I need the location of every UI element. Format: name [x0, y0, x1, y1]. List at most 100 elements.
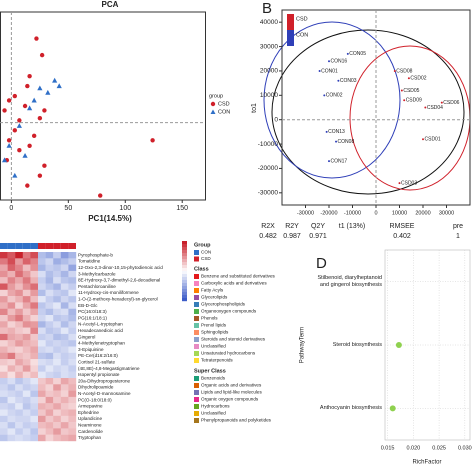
heat-cell — [68, 434, 77, 442]
heat-cell — [15, 428, 23, 435]
heat-cell — [15, 302, 23, 309]
group-cell — [60, 243, 69, 249]
colorbar-step — [182, 265, 187, 269]
heat-cell — [60, 270, 69, 278]
heat-cell — [45, 333, 54, 341]
legend-label: Fatty Acyls — [201, 288, 224, 293]
row-label: 8E-Hydroxy-3,7-dimethyl-2,6-decadienal — [78, 278, 160, 283]
heat-cell — [60, 258, 69, 265]
x-tick-label: 0.015 — [381, 445, 395, 451]
legend-swatch — [194, 274, 199, 279]
heat-cell — [60, 378, 69, 385]
heat-cell — [60, 252, 69, 259]
heat-cell — [53, 289, 61, 297]
heat-cell — [68, 321, 77, 328]
heat-cell — [53, 283, 61, 290]
group-cell — [30, 243, 38, 249]
heat-cell — [0, 340, 8, 347]
point — [25, 183, 30, 188]
heat-cell — [0, 396, 8, 404]
y-tick-label: 30000 — [260, 43, 278, 50]
row-label: 11-Hydroxy-cis-moniliformene — [78, 290, 139, 295]
heat-cell — [30, 428, 39, 435]
legend-label: Benzene and substituted derivatives — [201, 274, 276, 279]
point — [16, 123, 22, 128]
heat-cell — [53, 384, 61, 391]
panel-label: B — [262, 0, 272, 17]
heat-cell — [7, 352, 16, 360]
point — [17, 148, 22, 153]
x-tick-label: 100 — [119, 205, 131, 212]
heat-cell — [7, 346, 16, 353]
heat-cell — [60, 296, 69, 303]
point-label: CON05 — [349, 51, 366, 57]
heat-cell — [22, 296, 31, 303]
heat-cell — [68, 289, 77, 297]
heat-cell — [15, 359, 23, 366]
point — [6, 138, 12, 143]
heat-cell — [45, 390, 54, 398]
group-cell — [45, 243, 54, 249]
legend-label: Tetraterpenoids — [201, 358, 233, 363]
heat-cell — [30, 346, 39, 353]
colorbar-step — [182, 280, 187, 284]
colorbar-step — [182, 274, 187, 278]
legend-title: Super Class — [194, 368, 226, 374]
heat-cell — [15, 258, 23, 265]
heat-cell — [7, 296, 16, 303]
heat-cell — [7, 283, 16, 290]
x-tick-label: 0.025 — [432, 445, 446, 451]
heat-cell — [0, 321, 8, 328]
legend-label: CON — [201, 250, 211, 255]
heat-cell — [15, 422, 23, 429]
legend-label: CSD — [218, 101, 230, 107]
heat-cell — [38, 315, 46, 322]
heat-cell — [22, 434, 31, 442]
colorbar-step — [182, 268, 187, 272]
heat-cell — [22, 384, 31, 391]
heat-cell — [30, 390, 39, 398]
point — [335, 140, 338, 143]
heat-cell — [60, 327, 69, 335]
heat-cell — [45, 415, 54, 423]
row-label: Isopentyl propionate — [78, 372, 120, 377]
heat-cell — [53, 371, 61, 379]
heat-cell — [38, 296, 46, 303]
heat-cell — [60, 283, 69, 290]
y-tick-label: 0 — [274, 116, 278, 123]
heat-cell — [68, 315, 77, 322]
heat-cell — [22, 289, 31, 297]
x-tick-label: 30000 — [439, 210, 454, 216]
heat-cell — [60, 428, 69, 435]
heat-cell — [38, 434, 46, 442]
legend-swatch — [194, 344, 199, 349]
heat-cell — [30, 396, 39, 404]
heat-cell — [30, 283, 39, 290]
stat-value: 0.987 — [283, 233, 301, 240]
point — [42, 163, 47, 168]
heat-cell — [60, 352, 69, 360]
heat-cell — [53, 403, 61, 410]
heat-cell — [45, 264, 54, 272]
heat-cell — [7, 302, 16, 309]
point — [323, 94, 326, 97]
heat-cell — [22, 409, 31, 416]
heat-cell — [45, 302, 54, 309]
heat-cell — [38, 252, 46, 259]
heat-cell — [53, 340, 61, 347]
heat-cell — [45, 403, 54, 410]
row-label: 3-Methylcarbazole — [78, 271, 116, 276]
heat-cell — [30, 359, 39, 366]
heat-cell — [15, 277, 23, 284]
row-label: 4-Methylenetryptophan — [78, 341, 125, 346]
colorbar-step — [182, 262, 187, 266]
heat-cell — [30, 296, 39, 303]
point — [318, 69, 321, 72]
point — [25, 83, 30, 89]
heat-cell — [53, 409, 61, 416]
heat-cell — [53, 378, 61, 385]
row-label: 20a-Dihydroprogesterone — [78, 378, 131, 383]
heat-cell — [45, 371, 54, 379]
